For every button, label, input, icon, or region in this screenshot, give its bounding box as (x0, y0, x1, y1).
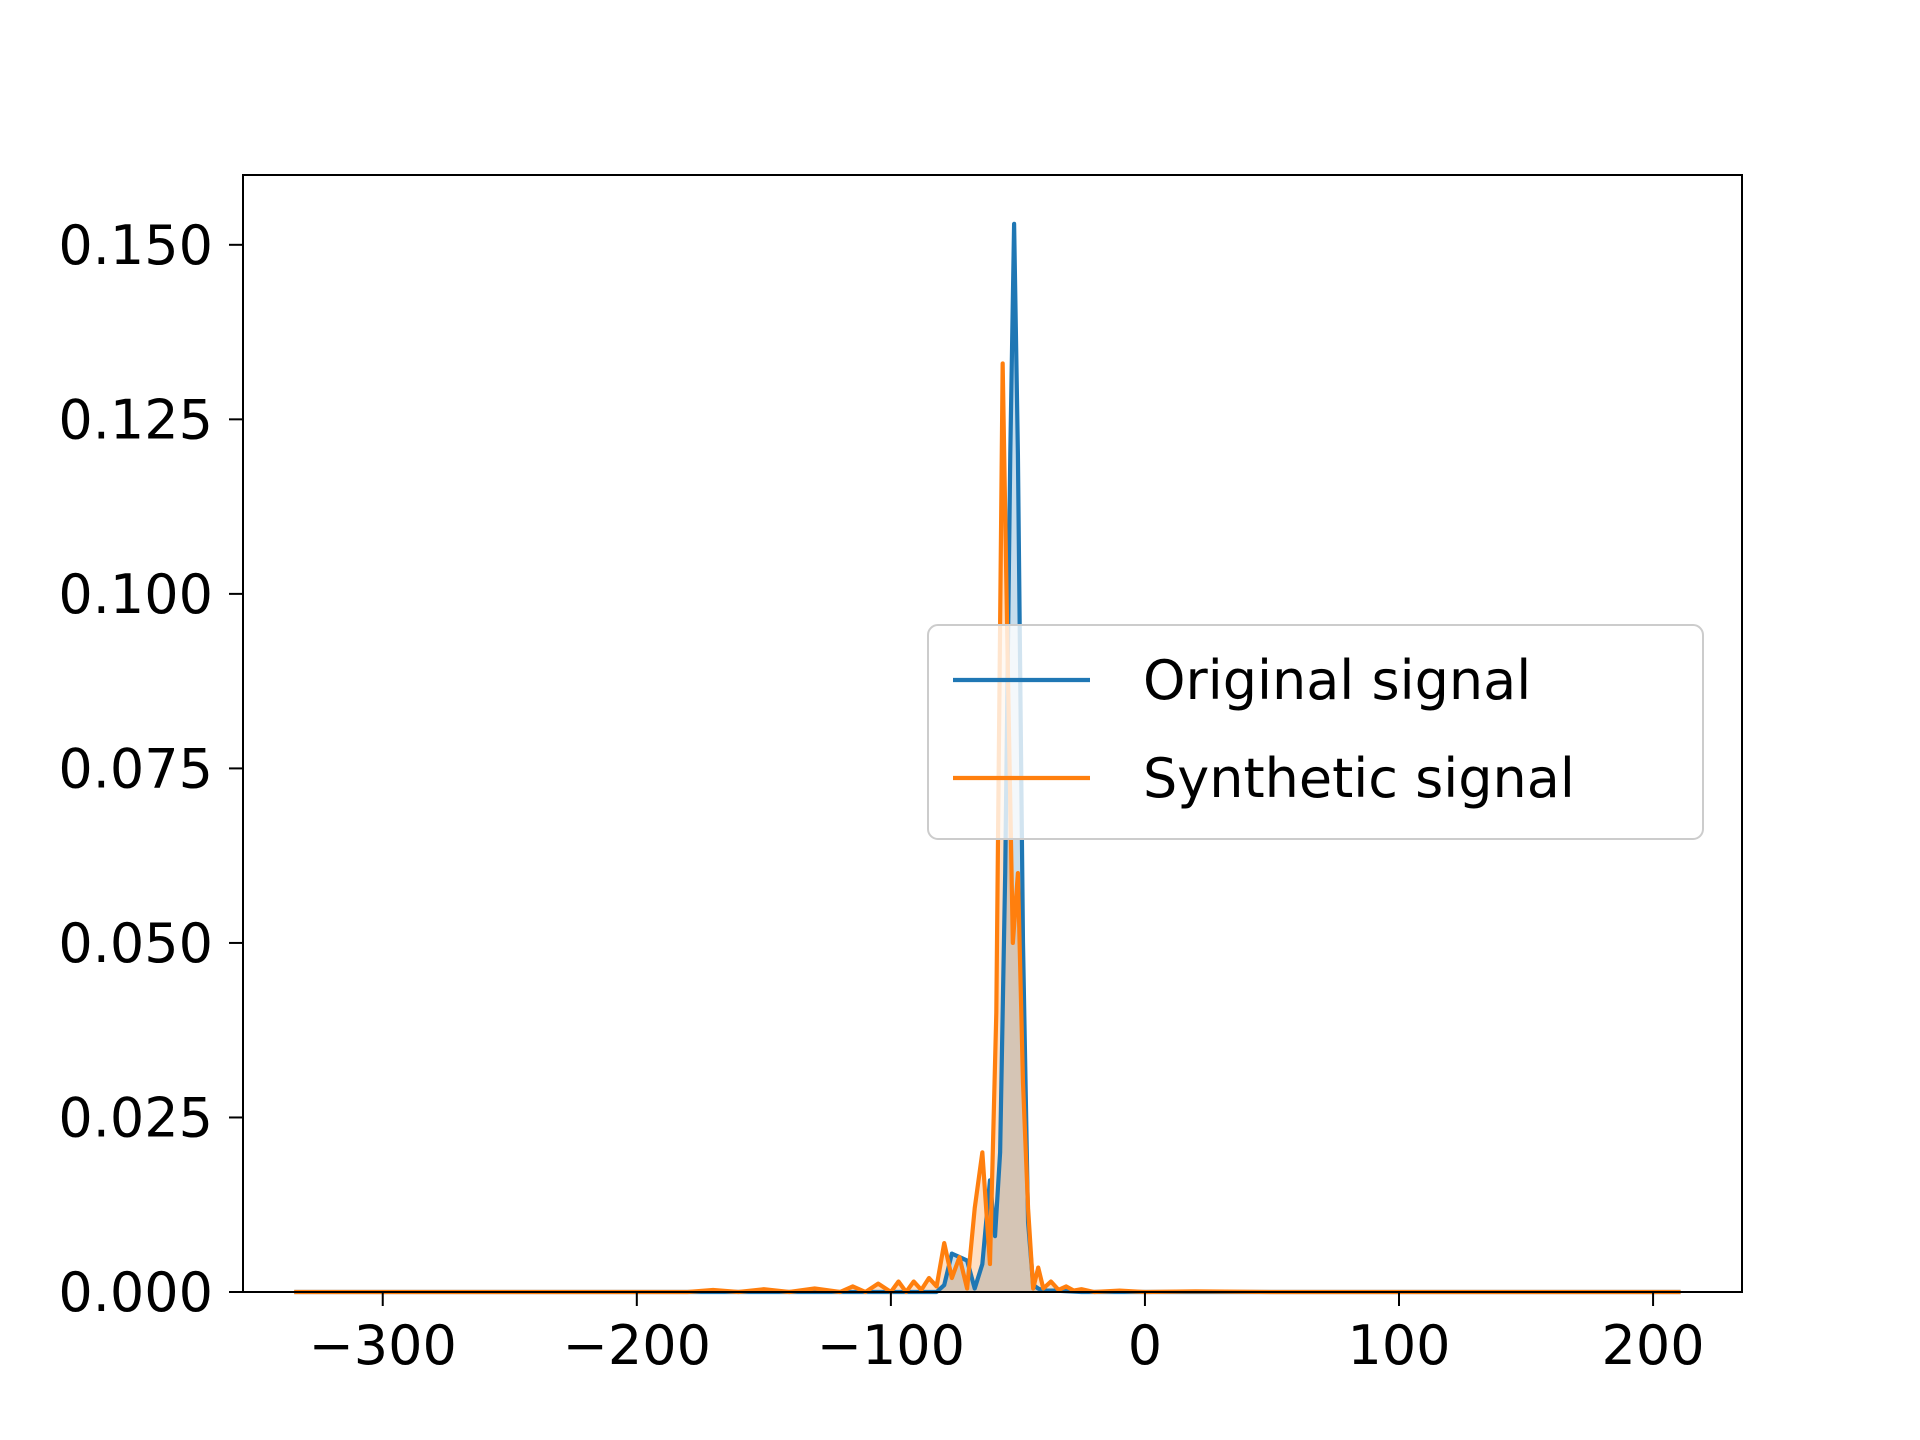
y-tick-label: 0.100 (58, 563, 213, 626)
x-tick-label: 100 (1347, 1314, 1450, 1377)
x-axis: −300 −200 −100 0 100 200 (309, 1292, 1705, 1377)
y-axis: 0.000 0.025 0.050 0.075 0.100 0.125 0.150 (58, 214, 243, 1324)
axes-frame (242, 174, 1743, 1293)
y-tick-label: 0.025 (58, 1086, 213, 1149)
x-tick-label: −300 (309, 1314, 457, 1377)
legend-label-1: Original signal (1143, 649, 1531, 712)
series-line-1 (294, 221, 1681, 1295)
y-tick-label: 0.000 (58, 1261, 213, 1324)
series-line-2 (294, 361, 1681, 1295)
legend-box (927, 624, 1704, 840)
y-tick-label: 0.075 (58, 737, 213, 800)
x-tick-label: 0 (1128, 1314, 1162, 1377)
axes-border (242, 174, 1743, 1293)
x-tick-label: 200 (1602, 1314, 1705, 1377)
legend-label-2: Synthetic signal (1143, 747, 1575, 810)
y-tick-label: 0.125 (58, 388, 213, 451)
x-tick-label: −100 (817, 1314, 965, 1377)
plot-area (294, 221, 1681, 1295)
legend: Original signal Synthetic signal (927, 624, 1704, 840)
y-tick-label: 0.050 (58, 912, 213, 975)
y-tick-label: 0.150 (58, 214, 213, 277)
x-tick-label: −200 (563, 1314, 711, 1377)
